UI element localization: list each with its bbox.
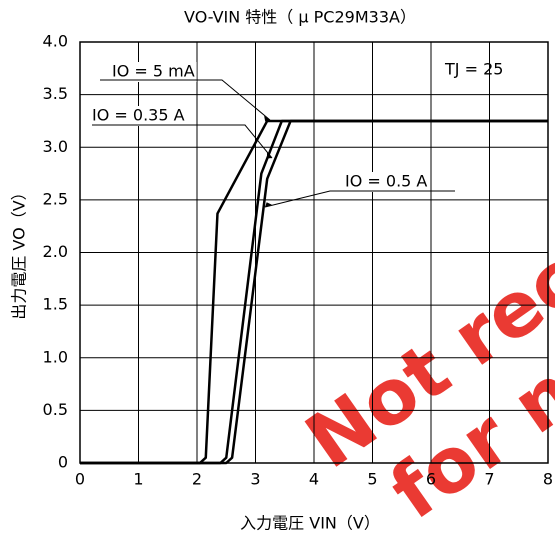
x-tick-label: 3 xyxy=(250,470,260,489)
series-label: IO = 0.35 A xyxy=(92,106,185,125)
leader-line xyxy=(264,190,455,208)
y-tick-label: 4.0 xyxy=(43,32,68,51)
watermark: Not recommended for new design xyxy=(290,0,555,536)
leader-arrow xyxy=(267,152,272,159)
label-bg xyxy=(343,172,430,192)
leader-arrow xyxy=(265,202,272,207)
plot-frame xyxy=(79,41,549,464)
series-label: IO = 0.5 A xyxy=(345,172,427,191)
y-tick-label: 3.5 xyxy=(43,84,68,103)
series-line xyxy=(80,119,548,465)
y-tick-label: 3.0 xyxy=(43,137,68,156)
annotation: TJ = 25 xyxy=(444,60,503,79)
chart-title: VO-VIN 特性（ μ PC29M33A） xyxy=(184,8,416,27)
label-bg xyxy=(110,62,197,82)
x-tick-label: 0 xyxy=(75,470,85,489)
leader-arrow xyxy=(264,115,270,122)
x-tick-label: 4 xyxy=(309,470,319,489)
x-tick-label: 6 xyxy=(426,470,436,489)
x-tick-label: 8 xyxy=(543,470,553,489)
y-tick-label: 2.5 xyxy=(43,189,68,208)
y-tick-label: 0.5 xyxy=(43,400,68,419)
y-tick-label: 0 xyxy=(58,453,68,472)
label-bg xyxy=(90,106,187,126)
x-tick-label: 7 xyxy=(484,470,494,489)
leader-line xyxy=(92,124,273,159)
leader-line xyxy=(100,79,271,121)
y-tick-label: 1.5 xyxy=(43,295,68,314)
x-tick-label: 5 xyxy=(367,470,377,489)
y-axis-label: 出力電圧 VO（V） xyxy=(10,184,29,319)
series-label: IO = 5 mA xyxy=(112,62,195,81)
y-tick-label: 1.0 xyxy=(43,347,68,366)
y-tick-label: 2.0 xyxy=(43,242,68,261)
x-axis-label: 入力電圧 VIN（V） xyxy=(240,514,380,533)
x-tick-label: 1 xyxy=(133,470,143,489)
x-tick-label: 2 xyxy=(192,470,202,489)
